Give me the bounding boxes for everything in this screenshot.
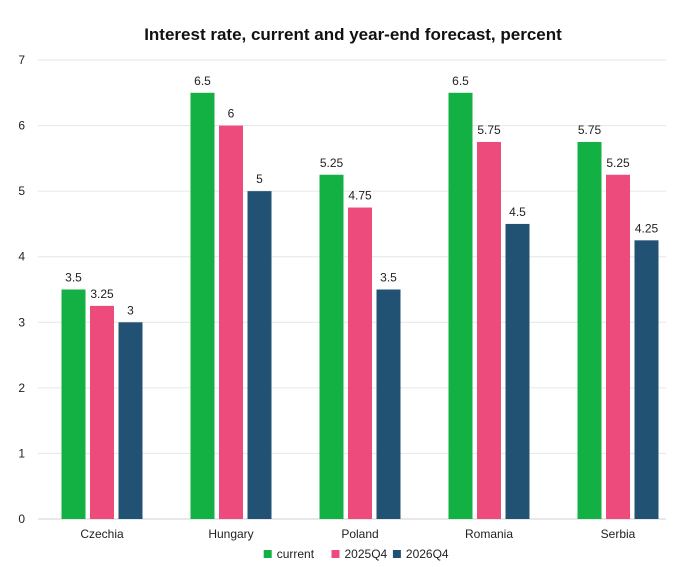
bar: [319, 174, 344, 519]
bar: [577, 141, 602, 519]
data-label: 5.25: [320, 156, 344, 170]
bar: [118, 322, 143, 519]
bar: [634, 240, 659, 520]
data-label: 4.25: [635, 221, 659, 235]
y-axis-ticks: 0 1 2 3 4 5 6 7: [18, 53, 25, 526]
legend: current 2025Q4 2026Q4: [263, 547, 449, 561]
data-label: 6: [228, 107, 235, 121]
legend-swatch: [263, 550, 272, 558]
bar: [90, 305, 114, 519]
legend-item: 2025Q4: [331, 547, 388, 561]
bar: [348, 207, 372, 520]
data-label: 4.75: [348, 189, 372, 203]
data-label: 5.75: [578, 123, 602, 137]
bar: [448, 92, 473, 520]
legend-swatch: [331, 550, 340, 558]
x-tick-label: Romania: [465, 527, 513, 541]
x-tick-label: Hungary: [208, 527, 253, 541]
legend-label: current: [277, 547, 315, 561]
data-label: 6.5: [452, 74, 469, 88]
y-tick-label: 7: [18, 53, 25, 67]
legend-label: 2026Q4: [406, 547, 449, 561]
legend-item: 2026Q4: [392, 547, 449, 561]
data-label: 3.25: [90, 287, 114, 301]
y-tick-label: 3: [18, 315, 25, 329]
legend-label: 2025Q4: [345, 547, 388, 561]
y-tick-label: 5: [18, 184, 25, 198]
data-label: 5: [256, 172, 263, 186]
bar: [376, 289, 401, 519]
y-tick-label: 4: [18, 250, 25, 264]
bar: [190, 92, 215, 520]
x-tick-label: Czechia: [80, 527, 124, 541]
x-tick-label: Poland: [341, 527, 378, 541]
y-tick-label: 1: [18, 446, 25, 460]
data-label: 6.5: [194, 74, 211, 88]
bar: [477, 141, 501, 519]
chart-title: Interest rate, current and year-end fore…: [144, 25, 562, 44]
bar: [247, 191, 272, 519]
bar: [219, 125, 243, 520]
y-tick-label: 2: [18, 381, 25, 395]
data-label: 3.5: [65, 271, 82, 285]
y-tick-label: 6: [18, 119, 25, 133]
x-tick-label: Serbia: [601, 527, 636, 541]
legend-item: current: [263, 547, 315, 561]
data-labels: 3.5 3.25 3 6.5 6 5 5.25 4.75 3.5 6.5 5.75 4.5 5.75 5.…: [65, 74, 659, 317]
bar: [505, 223, 530, 519]
bar: [606, 174, 630, 519]
y-tick-label: 0: [18, 512, 25, 526]
data-label: 5.75: [477, 123, 501, 137]
bars: [61, 92, 659, 520]
data-label: 5.25: [606, 156, 630, 170]
bar: [61, 289, 86, 519]
legend-swatch: [392, 550, 401, 558]
data-label: 4.5: [509, 205, 526, 219]
data-label: 3.5: [380, 271, 397, 285]
x-axis-ticks: Czechia Hungary Poland Romania Serbia: [80, 527, 635, 541]
data-label: 3: [127, 303, 134, 317]
